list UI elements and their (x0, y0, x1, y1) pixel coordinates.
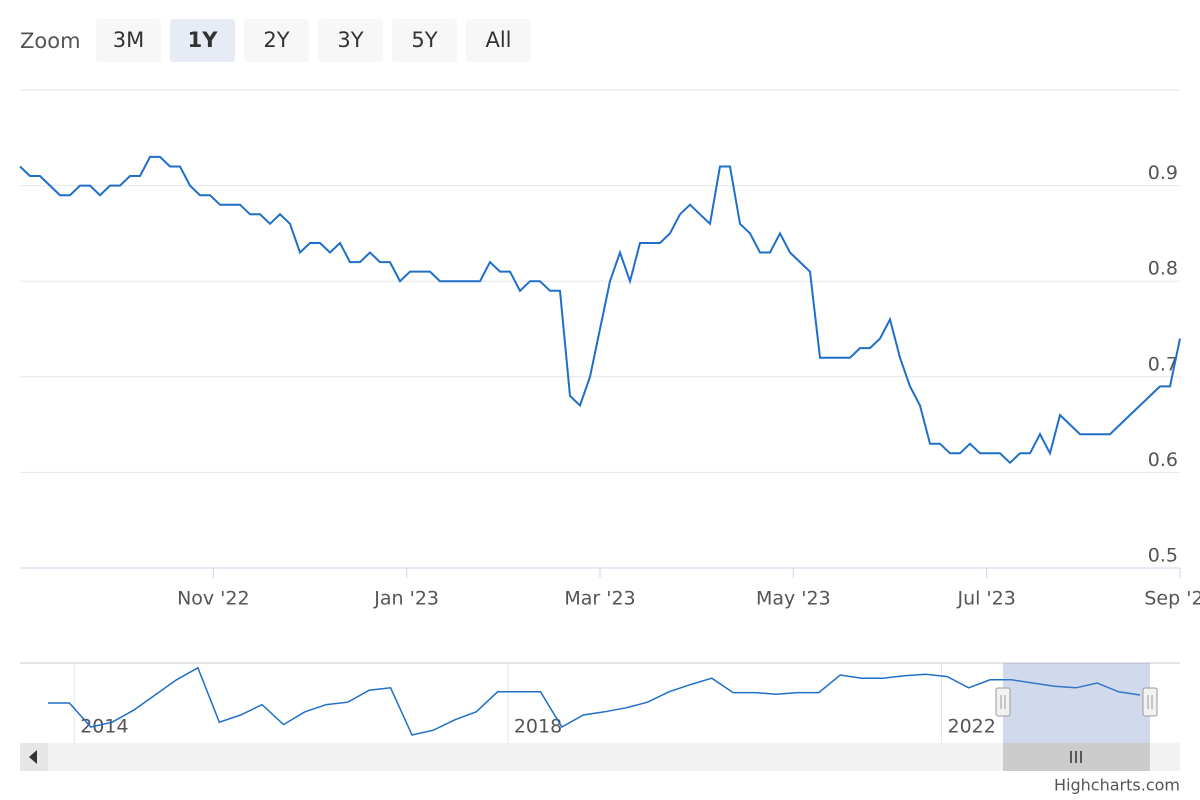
handle-grip (1000, 695, 1006, 709)
navigator-handle-left[interactable] (995, 687, 1011, 717)
thumb-grip (1070, 751, 1082, 763)
zoom-button[interactable] (318, 19, 383, 62)
zoom-button[interactable] (392, 19, 457, 62)
zoom-label: Zoom (20, 29, 81, 53)
y-tick-label: 0.8 (1148, 258, 1178, 280)
zoom-button-label[interactable]: 3Y (337, 28, 363, 52)
y-tick-label: 0.5 (1148, 545, 1178, 567)
x-tick-label: Jul '23 (956, 588, 1015, 610)
x-tick-label: Mar '23 (564, 588, 635, 610)
x-tick-label: May '23 (756, 588, 831, 610)
y-tick-label: 0.7 (1148, 353, 1178, 375)
navigator-tick-label: 2022 (947, 716, 995, 738)
zoom-button[interactable] (170, 19, 235, 62)
zoom-button[interactable] (96, 19, 161, 62)
y-tick-label: 0.6 (1148, 449, 1178, 471)
credits[interactable]: Highcharts.com (1054, 776, 1180, 795)
navigator-tick-label: 2014 (80, 716, 128, 738)
x-tick-label: Sep '23 (1144, 588, 1200, 610)
navigator-handle-right[interactable] (1142, 687, 1158, 717)
scrollbar-track[interactable] (20, 743, 1180, 771)
navigator-line (48, 666, 1141, 736)
handle-grip (1147, 695, 1153, 709)
y-tick-label: 0.9 (1148, 162, 1178, 184)
navigator-selection[interactable] (1003, 663, 1150, 743)
scroll-left-arrow (29, 750, 37, 764)
x-tick-label: Nov '22 (177, 588, 250, 610)
zoom-button-label[interactable]: 5Y (411, 28, 437, 52)
zoom-button[interactable] (244, 19, 309, 62)
zoom-button-label[interactable]: 2Y (263, 28, 289, 52)
zoom-button-label[interactable]: 3M (113, 28, 144, 52)
zoom-button-label[interactable]: 1Y (188, 28, 219, 52)
zoom-button-label[interactable]: All (485, 28, 511, 52)
price-line (19, 155, 1181, 465)
navigator-area (20, 663, 1180, 743)
x-tick-label: Jan '23 (373, 588, 439, 610)
navigator-tick-label: 2018 (514, 716, 562, 738)
zoom-button[interactable] (466, 19, 531, 62)
